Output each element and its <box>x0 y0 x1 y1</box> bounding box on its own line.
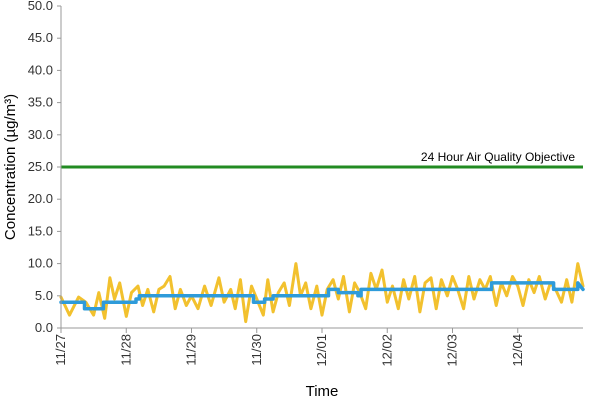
daily-average-line <box>59 281 585 311</box>
plot-area <box>59 165 585 324</box>
x-tick-label: 11/30 <box>249 334 264 366</box>
x-tick-label: 12/01 <box>314 334 329 367</box>
y-tick-label: 50.0 <box>28 0 53 13</box>
y-tick-label: 45.0 <box>28 30 53 45</box>
x-tick-label: 12/02 <box>379 334 394 367</box>
y-axis-title: Concentration (µg/m³) <box>2 94 19 240</box>
objective-label: 24 Hour Air Quality Objective <box>421 150 575 164</box>
y-tick-label: 15.0 <box>28 223 53 238</box>
hourly-concentration-line <box>59 262 585 324</box>
x-axis-ticks: 11/27 11/28 11/29 11/30 12/01 12/02 12/03 12/04 <box>53 328 525 367</box>
y-axis-ticks: 0.0 5.0 10.0 15.0 20.0 25.0 30.0 35.0 40.0 45.0 50… <box>28 0 61 335</box>
x-tick-label: 11/27 <box>53 334 68 366</box>
y-tick-label: 5.0 <box>35 288 53 303</box>
y-tick-label: 25.0 <box>28 159 53 174</box>
x-axis-title: Time <box>306 383 339 400</box>
x-tick-label: 12/03 <box>445 334 460 367</box>
y-tick-label: 0.0 <box>35 320 53 335</box>
y-tick-label: 40.0 <box>28 62 53 77</box>
y-tick-label: 20.0 <box>28 191 53 206</box>
x-tick-label: 12/04 <box>510 334 525 367</box>
y-tick-label: 35.0 <box>28 95 53 110</box>
y-tick-label: 10.0 <box>28 256 53 271</box>
x-tick-label: 11/29 <box>184 334 199 366</box>
x-tick-label: 11/28 <box>118 334 133 366</box>
y-tick-label: 30.0 <box>28 127 53 142</box>
